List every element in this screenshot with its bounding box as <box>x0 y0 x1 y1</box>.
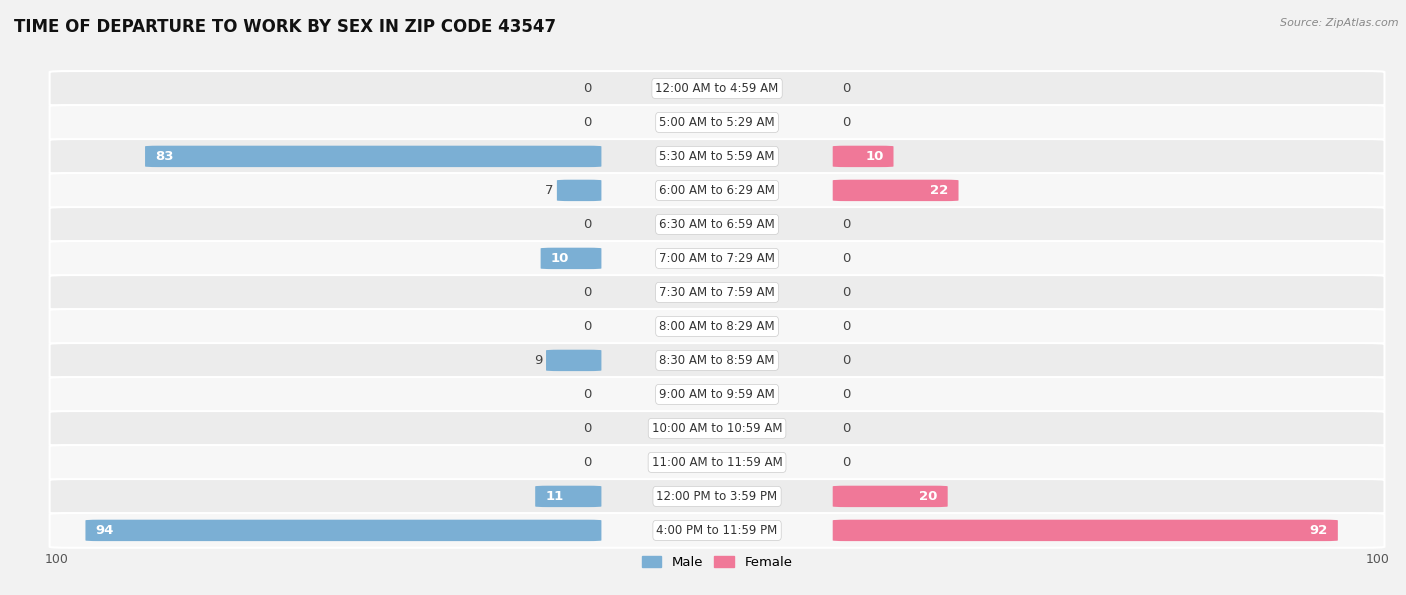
FancyBboxPatch shape <box>145 146 602 167</box>
Text: 92: 92 <box>1309 524 1327 537</box>
FancyBboxPatch shape <box>832 146 893 167</box>
Text: 0: 0 <box>842 456 851 469</box>
Text: 0: 0 <box>842 116 851 129</box>
Text: 12:00 PM to 3:59 PM: 12:00 PM to 3:59 PM <box>657 490 778 503</box>
FancyBboxPatch shape <box>49 71 1385 106</box>
FancyBboxPatch shape <box>546 350 602 371</box>
FancyBboxPatch shape <box>49 411 1385 446</box>
Text: 10: 10 <box>865 150 883 163</box>
FancyBboxPatch shape <box>541 248 602 269</box>
FancyBboxPatch shape <box>557 180 602 201</box>
Text: 10: 10 <box>551 252 569 265</box>
FancyBboxPatch shape <box>832 519 1339 541</box>
Text: 0: 0 <box>583 82 592 95</box>
Text: 0: 0 <box>583 218 592 231</box>
Text: 5:30 AM to 5:59 AM: 5:30 AM to 5:59 AM <box>659 150 775 163</box>
FancyBboxPatch shape <box>49 173 1385 208</box>
Legend: Male, Female: Male, Female <box>637 550 797 574</box>
Text: 7: 7 <box>546 184 554 197</box>
FancyBboxPatch shape <box>49 513 1385 548</box>
Text: 8:00 AM to 8:29 AM: 8:00 AM to 8:29 AM <box>659 320 775 333</box>
Text: 7:00 AM to 7:29 AM: 7:00 AM to 7:29 AM <box>659 252 775 265</box>
Text: 0: 0 <box>583 388 592 401</box>
Text: 0: 0 <box>583 422 592 435</box>
Text: 0: 0 <box>583 286 592 299</box>
Text: 0: 0 <box>842 354 851 367</box>
FancyBboxPatch shape <box>832 486 948 507</box>
FancyBboxPatch shape <box>49 275 1385 310</box>
Text: 83: 83 <box>155 150 173 163</box>
Text: 6:00 AM to 6:29 AM: 6:00 AM to 6:29 AM <box>659 184 775 197</box>
Text: 9:00 AM to 9:59 AM: 9:00 AM to 9:59 AM <box>659 388 775 401</box>
FancyBboxPatch shape <box>49 479 1385 513</box>
FancyBboxPatch shape <box>49 343 1385 378</box>
FancyBboxPatch shape <box>49 105 1385 140</box>
Text: 11:00 AM to 11:59 AM: 11:00 AM to 11:59 AM <box>652 456 782 469</box>
Text: Source: ZipAtlas.com: Source: ZipAtlas.com <box>1281 18 1399 28</box>
FancyBboxPatch shape <box>832 180 959 201</box>
FancyBboxPatch shape <box>49 139 1385 174</box>
Text: 5:00 AM to 5:29 AM: 5:00 AM to 5:29 AM <box>659 116 775 129</box>
Text: 0: 0 <box>842 218 851 231</box>
Text: 10:00 AM to 10:59 AM: 10:00 AM to 10:59 AM <box>652 422 782 435</box>
Text: 11: 11 <box>546 490 564 503</box>
Text: 0: 0 <box>583 116 592 129</box>
Text: 0: 0 <box>842 252 851 265</box>
Text: 8:30 AM to 8:59 AM: 8:30 AM to 8:59 AM <box>659 354 775 367</box>
Text: 9: 9 <box>534 354 543 367</box>
FancyBboxPatch shape <box>49 309 1385 344</box>
FancyBboxPatch shape <box>49 377 1385 412</box>
Text: 6:30 AM to 6:59 AM: 6:30 AM to 6:59 AM <box>659 218 775 231</box>
Text: 12:00 AM to 4:59 AM: 12:00 AM to 4:59 AM <box>655 82 779 95</box>
FancyBboxPatch shape <box>49 445 1385 480</box>
Text: 22: 22 <box>931 184 949 197</box>
FancyBboxPatch shape <box>49 241 1385 275</box>
Text: 0: 0 <box>842 286 851 299</box>
Text: 0: 0 <box>842 388 851 401</box>
FancyBboxPatch shape <box>536 486 602 507</box>
Text: 4:00 PM to 11:59 PM: 4:00 PM to 11:59 PM <box>657 524 778 537</box>
Text: 0: 0 <box>842 422 851 435</box>
Text: 0: 0 <box>842 320 851 333</box>
Text: 0: 0 <box>842 82 851 95</box>
Text: 0: 0 <box>583 456 592 469</box>
Text: 94: 94 <box>96 524 114 537</box>
FancyBboxPatch shape <box>49 207 1385 242</box>
Text: 0: 0 <box>583 320 592 333</box>
FancyBboxPatch shape <box>86 519 602 541</box>
Text: TIME OF DEPARTURE TO WORK BY SEX IN ZIP CODE 43547: TIME OF DEPARTURE TO WORK BY SEX IN ZIP … <box>14 18 557 36</box>
Text: 7:30 AM to 7:59 AM: 7:30 AM to 7:59 AM <box>659 286 775 299</box>
Text: 20: 20 <box>920 490 938 503</box>
